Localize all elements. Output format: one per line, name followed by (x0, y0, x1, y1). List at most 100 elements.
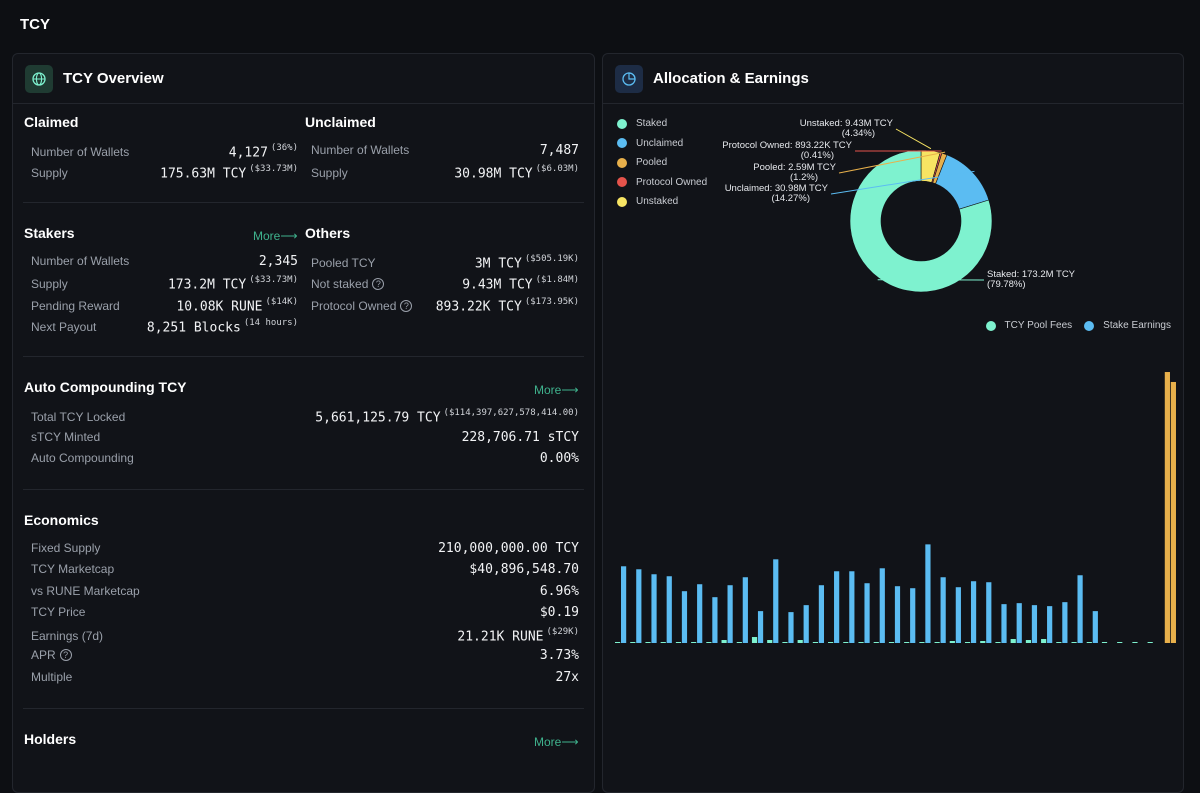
stakers-more-link[interactable]: More⟶ (253, 229, 298, 243)
bar-stake-earnings[interactable] (849, 571, 855, 643)
bar-stake-earnings[interactable] (757, 611, 764, 643)
bar-stake-earnings[interactable] (1170, 381, 1176, 643)
bar-stake-earnings[interactable] (803, 605, 809, 643)
bar-stake-earnings[interactable] (651, 574, 657, 643)
bar-stake-earnings[interactable] (788, 612, 794, 643)
bar-stake-earnings[interactable] (697, 584, 703, 643)
bar-pool-fees[interactable] (1041, 639, 1047, 643)
bar-stake-earnings[interactable] (970, 581, 977, 643)
legend-item-protocol-owned[interactable]: Protocol Owned (617, 173, 707, 193)
legend-label: Unclaimed (636, 137, 684, 149)
bar-pool-fees[interactable] (660, 642, 666, 643)
bar-stake-earnings[interactable] (910, 588, 916, 643)
bar-stake-earnings[interactable] (879, 568, 885, 643)
help-icon[interactable]: ? (400, 300, 413, 313)
bar-stake-earnings[interactable] (1031, 605, 1038, 643)
bar-pool-fees[interactable] (949, 641, 955, 643)
donut-slice-unclaimed[interactable] (935, 154, 990, 210)
help-icon[interactable]: ? (59, 649, 72, 661)
legend-item-unclaimed[interactable]: Unclaimed (617, 134, 707, 154)
economics-fixed-value: 210,000,000.00 TCY (438, 541, 579, 556)
bar-stake-earnings[interactable] (712, 597, 718, 643)
legend-item-staked[interactable]: Staked (617, 114, 707, 134)
bar-legend: TCY Pool Fees Stake Earnings (974, 320, 1171, 331)
bar-stake-earnings[interactable] (666, 576, 672, 643)
claimed-wallets-label: Number of Wallets (31, 145, 130, 160)
bar-stake-earnings[interactable] (1016, 603, 1022, 643)
bar-pool-fees[interactable] (1117, 642, 1123, 643)
bar-pool-fees[interactable] (675, 642, 682, 643)
bar-pool-fees[interactable] (691, 642, 697, 643)
bar-stake-earnings[interactable] (621, 566, 627, 643)
legend-item-pooled[interactable]: Pooled (617, 153, 707, 173)
bar-stake-earnings[interactable] (834, 571, 840, 643)
bar-pool-fees[interactable] (828, 642, 834, 643)
economics-title: Economics (24, 512, 99, 528)
bar-pool-fees[interactable] (1071, 642, 1077, 643)
bar-stake-earnings[interactable] (1047, 606, 1053, 643)
bar-pool-fees[interactable] (964, 642, 971, 643)
bar-stake-earnings[interactable] (681, 591, 688, 643)
holders-more-link[interactable]: More⟶ (534, 735, 579, 749)
bar-pool-fees[interactable] (797, 640, 803, 643)
stakers-pending-row: Pending Reward 10.08K RUNE ($14K) (31, 297, 298, 317)
bar-pool-fees[interactable] (736, 642, 742, 643)
bar-stake-earnings[interactable] (894, 586, 901, 643)
divider (23, 356, 584, 357)
bar-stake-earnings[interactable] (1062, 602, 1068, 643)
auto-more-link[interactable]: More⟶ (534, 383, 579, 397)
allocation-header: Allocation & Earnings (603, 54, 1183, 104)
bar-pool-fees[interactable] (995, 642, 1001, 643)
bar-pool-fees[interactable] (888, 642, 895, 643)
legend-label: Protocol Owned (636, 176, 708, 188)
bar-pool-fees[interactable] (980, 641, 986, 643)
help-icon[interactable]: ? (372, 278, 385, 291)
bar-pool-fees[interactable] (1010, 639, 1016, 643)
claimed-supply-value: 175.63M TCY (160, 166, 247, 182)
bar-pool-fees[interactable] (721, 640, 727, 643)
bar-pool-fees[interactable] (1101, 642, 1108, 643)
donut-slice-pct: (4.34%) (842, 128, 875, 139)
bar-stake-earnings[interactable] (864, 583, 870, 643)
bar-pool-fees[interactable] (1132, 642, 1138, 643)
bar-pool-fees[interactable] (858, 642, 864, 643)
allocation-donut-chart: Unstaked: 9.43M TCY(4.34%)Protocol Owned… (722, 118, 1076, 293)
others-protocol-usd: ($173.95K) (524, 297, 579, 307)
bar-pool-fees[interactable] (782, 642, 788, 643)
bar-stake-earnings[interactable] (940, 577, 946, 643)
legend-label: Unstaked (636, 196, 679, 208)
bar-pool-fees[interactable] (645, 642, 651, 643)
bar-stake-earnings[interactable] (1077, 575, 1083, 643)
bar-pool-fees[interactable] (843, 642, 849, 643)
bar-stake-earnings[interactable] (742, 577, 748, 643)
bar-pool-fees[interactable] (873, 642, 879, 643)
legend-item-pool-fees[interactable]: TCY Pool Fees (985, 320, 1072, 331)
economics-price-label: TCY Price (31, 605, 86, 619)
bar-pool-fees[interactable] (630, 642, 636, 643)
bar-stake-earnings[interactable] (818, 585, 825, 643)
bar-stake-earnings[interactable] (986, 582, 992, 643)
bar-pool-fees[interactable] (706, 642, 712, 643)
bar-stake-earnings[interactable] (636, 569, 642, 643)
bar-stake-earnings[interactable] (1092, 611, 1098, 643)
bar-pool-fees[interactable] (919, 642, 925, 643)
legend-item-unstaked[interactable]: Unstaked (617, 192, 707, 212)
bar-pool-fees[interactable] (767, 640, 773, 643)
bar-stake-earnings[interactable] (773, 559, 779, 643)
bar-stake-earnings[interactable] (925, 544, 931, 643)
claimed-supply-label: Supply (31, 166, 68, 181)
bar-pool-fees[interactable] (1147, 642, 1153, 643)
bar-pool-fees[interactable] (751, 637, 758, 643)
bar-pool-fees[interactable] (812, 642, 819, 643)
bar-pool-fees[interactable] (1025, 640, 1032, 643)
bar-stake-earnings[interactable] (1001, 604, 1007, 643)
bar-pool-fees[interactable] (904, 642, 910, 643)
bar-pool-fees[interactable] (934, 642, 940, 643)
bar-stake-earnings[interactable] (727, 585, 733, 643)
bar-pool-fees[interactable] (1086, 642, 1092, 643)
bar-pool-fees[interactable] (1056, 642, 1062, 643)
legend-item-stake-earnings[interactable]: Stake Earnings (1084, 320, 1171, 331)
bar-pool-fees[interactable] (1164, 372, 1170, 643)
bar-pool-fees[interactable] (615, 642, 621, 643)
bar-stake-earnings[interactable] (955, 587, 961, 643)
